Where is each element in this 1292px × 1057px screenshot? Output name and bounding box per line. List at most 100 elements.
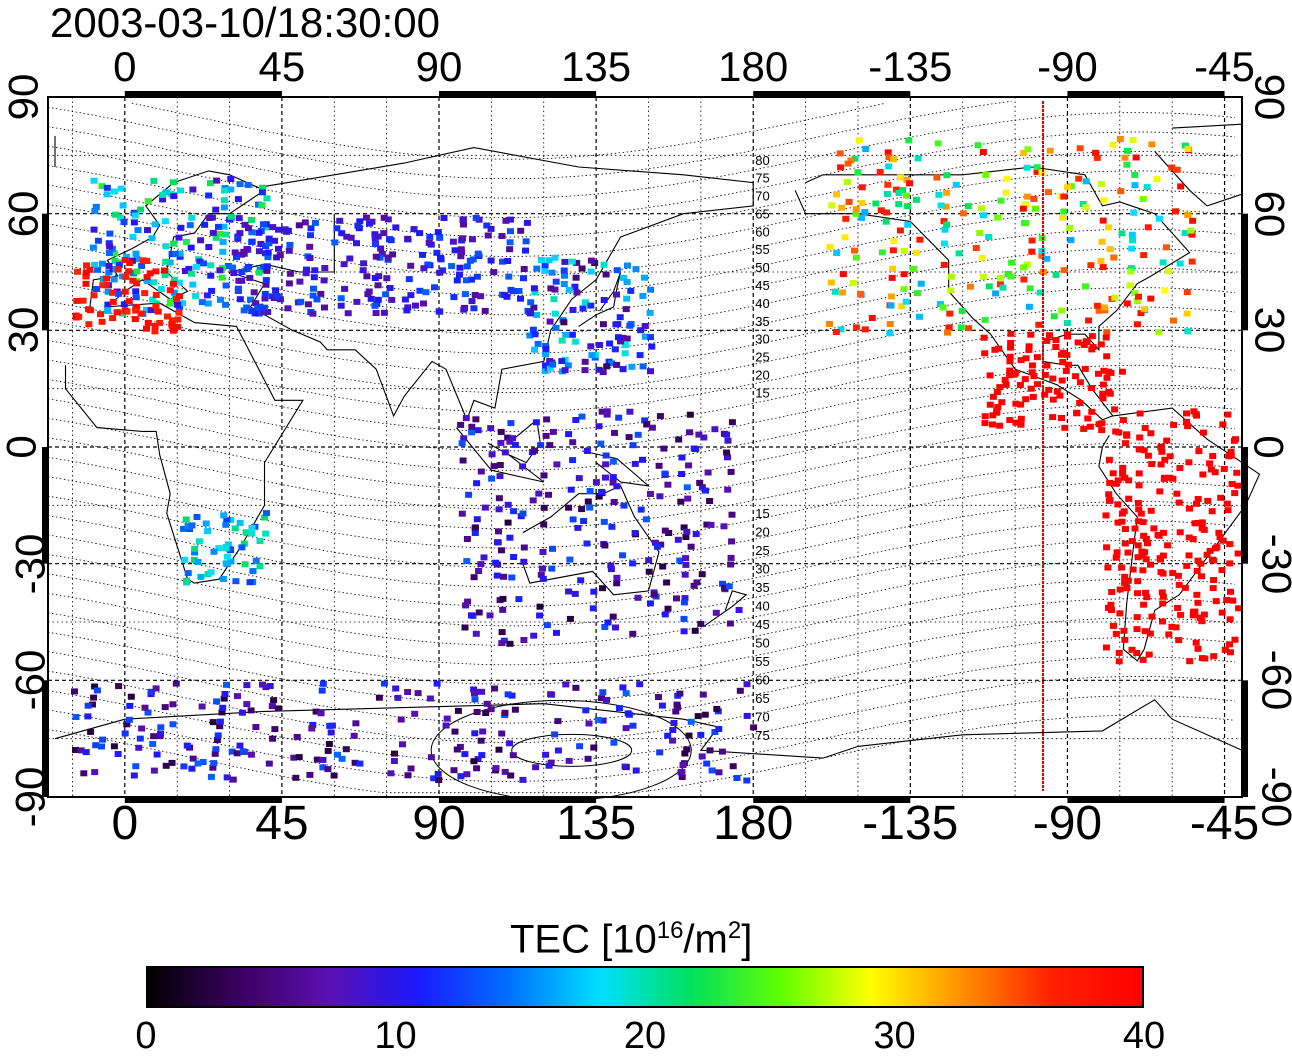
tec-cell [171,276,178,283]
tec-cell [1229,597,1237,604]
tec-cell [1183,289,1191,296]
tec-cell [459,457,467,464]
tec-cell [1189,217,1197,224]
tec-cell [274,705,282,712]
tec-cell [531,289,539,296]
tec-cell [551,254,559,261]
tec-cell [181,556,189,563]
tec-cell [1157,569,1165,576]
left-latitude-tick-label: -90 [6,766,54,828]
tec-cell [1193,591,1201,598]
tec-cell [895,201,903,208]
tec-cell [1080,425,1088,432]
tec-cell [1234,550,1242,557]
tec-cell [912,249,920,256]
tec-cell [399,741,406,748]
tec-cell [347,234,355,241]
tec-cell [487,257,495,264]
tec-cell [727,561,735,568]
tec-cell [333,225,341,232]
map-timestamp-title: 2003-03-10/18:30:00 [50,0,440,46]
tec-cell [1074,339,1082,346]
tec-cell [553,461,561,468]
tec-cell [84,702,92,709]
tec-cell [510,288,517,295]
tec-cell [602,271,610,278]
tec-cell [487,706,495,713]
tec-cell [309,721,317,728]
tec-cell [388,296,396,303]
tec-cell [1059,349,1067,356]
tec-cell [594,716,602,723]
tec-cell [150,767,158,774]
tec-cell [1082,283,1089,290]
tec-cell [248,524,256,531]
coastline [578,271,622,327]
tec-cell [293,734,301,740]
tec-cell [336,217,344,224]
tec-cell [1084,415,1092,422]
tec-cell [1133,298,1141,305]
tec-cell [651,539,659,546]
tec-cell [309,310,317,317]
tec-cell [1133,626,1141,633]
tec-cell [507,772,515,779]
tec-cell [456,271,463,278]
tec-cell [1134,578,1142,585]
tec-cell [708,767,716,774]
tec-cell [681,750,689,757]
tec-cell [222,282,230,289]
tec-cell [228,748,236,755]
tec-cell [72,747,79,753]
tec-cell [210,760,218,767]
tec-cell [837,326,845,333]
tec-cell [457,246,465,253]
tec-cell [1033,354,1041,361]
tec-cell [1210,653,1218,660]
coastline [227,147,754,422]
tec-cell [133,280,141,287]
tec-cell [222,545,230,552]
axis-bar [124,91,282,97]
tec-cell [855,137,863,144]
tec-cell [80,770,88,777]
tec-cell [1032,205,1039,212]
tec-cell [461,624,469,631]
tec-cell [517,295,524,302]
tec-cell [90,177,98,184]
tec-cell [851,155,859,162]
tec-cell [151,322,159,329]
tec-cell [631,530,639,536]
tec-cell [127,693,135,700]
tec-cell [571,590,579,597]
tec-cell [493,572,501,579]
tec-cell [204,528,212,535]
tec-cell [259,221,267,228]
tec-cell [558,358,566,365]
tec-cell [669,737,677,744]
tec-cell [320,277,328,284]
tec-cell [639,456,646,463]
tec-cell [1128,646,1136,653]
tec-cell [715,726,723,732]
tec-cell [151,221,159,228]
tec-cell [204,300,212,307]
tec-cell [103,191,111,198]
tec-cell [471,690,478,697]
tec-cell [546,365,554,372]
tec-cell [123,721,131,728]
tec-cell [306,243,314,250]
tec-cell [1194,599,1202,606]
tec-cell [412,302,419,309]
tec-cell [310,285,317,292]
tec-cell [82,749,90,756]
tec-cell [1134,500,1142,506]
tec-cell [520,275,527,282]
tec-cell [91,207,99,214]
tec-cell [1052,337,1060,343]
tec-cell [841,234,849,241]
tec-cell [1142,535,1150,542]
tec-cell [170,193,178,200]
tec-cell [234,233,242,240]
tec-cell [500,573,508,580]
